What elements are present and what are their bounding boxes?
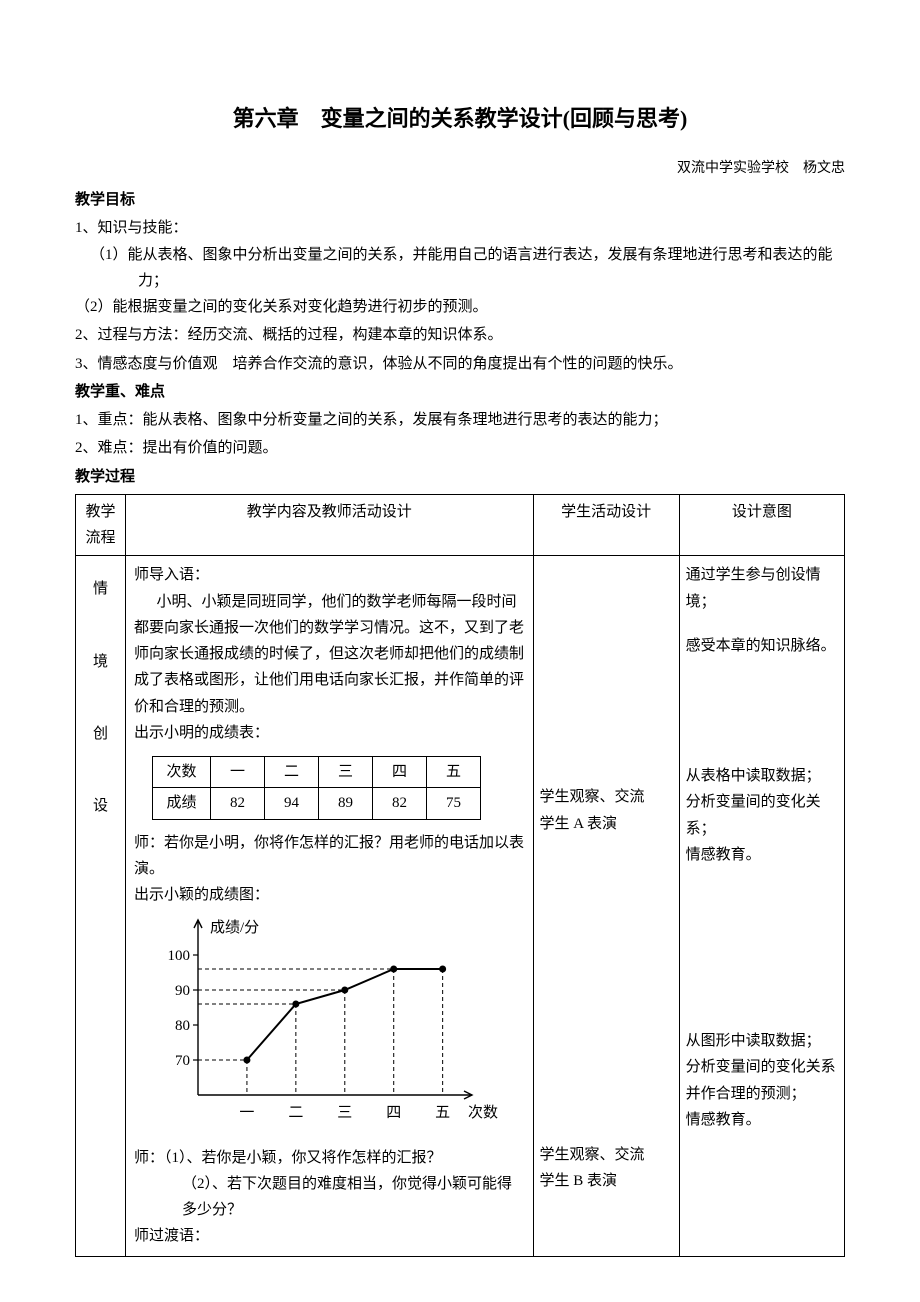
intent-gap: [686, 868, 838, 1028]
stu-line: 学生观察、交流: [540, 1142, 673, 1168]
svg-text:五: 五: [435, 1105, 450, 1121]
teacher-q-ying-1: 师：（1）、若你是小颖，你又将作怎样的汇报？: [134, 1145, 525, 1171]
show-ying-label: 出示小颖的成绩图：: [134, 882, 525, 908]
intent-line: 分析变量间的变化关系；: [686, 789, 838, 842]
teacher-q-ming: 师：若你是小明，你将作怎样的汇报？用老师的电话加以表演。: [134, 830, 525, 883]
score-cell: 82: [372, 788, 426, 819]
kp-line: 1、重点：能从表格、图象中分析变量之间的关系，发展有条理地进行思考的表达的能力；: [75, 407, 845, 433]
score-table: 次数 一 二 三 四 五 成绩 82 94 89 82 75: [152, 756, 481, 820]
objectives-heading: 教学目标: [75, 187, 845, 213]
teacher-q-ying-2: （2）、若下次题目的难度相当，你觉得小颖可能得多少分？: [134, 1171, 525, 1224]
flow-char: 设: [80, 793, 121, 819]
intent-line: 分析变量间的变化关系并作合理的预测；: [686, 1054, 838, 1107]
score-cell: 94: [264, 788, 318, 819]
table-header-row: 教学流程 教学内容及教师活动设计 学生活动设计 设计意图: [76, 494, 845, 556]
obj-line: （1）能从表格、图象中分析出变量之间的关系，并能用自己的语言进行表达，发展有条理…: [75, 242, 845, 295]
intent-line: 感受本章的知识脉络。: [686, 633, 838, 659]
intent-line: 情感教育。: [686, 1107, 838, 1133]
intent-gap: [686, 615, 838, 633]
score-cell: 四: [372, 757, 426, 788]
score-chart: 70 80 90 100 成绩/分一 二 三 四 五 次数: [140, 914, 525, 1138]
svg-text:70: 70: [175, 1053, 190, 1069]
score-cell: 成绩: [152, 788, 210, 819]
th-intent: 设计意图: [679, 494, 844, 556]
flow-char: 境: [80, 649, 121, 675]
table-row: 情 境 创 设 师导入语： 小明、小颖是同班同学，他们的数学老师每隔一段时间都要…: [76, 556, 845, 1256]
score-cell: 一: [210, 757, 264, 788]
intent-line: 通过学生参与创设情境；: [686, 562, 838, 615]
lead-in-label: 师导入语：: [134, 562, 525, 588]
svg-text:80: 80: [175, 1018, 190, 1034]
intent-cell: 通过学生参与创设情境； 感受本章的知识脉络。 从表格中读取数据； 分析变量间的变…: [679, 556, 844, 1256]
obj-line: 1、知识与技能：: [75, 215, 845, 241]
obj-line: （2）能根据变量之间的变化关系对变化趋势进行初步的预测。: [75, 294, 845, 320]
th-design: 教学内容及教师活动设计: [125, 494, 533, 556]
transition: 师过渡语：: [134, 1223, 525, 1249]
score-cell: 82: [210, 788, 264, 819]
th-flow: 教学流程: [76, 494, 126, 556]
process-table: 教学流程 教学内容及教师活动设计 学生活动设计 设计意图 情 境 创 设 师导入…: [75, 494, 845, 1257]
score-cell: 三: [318, 757, 372, 788]
score-cell: 次数: [152, 757, 210, 788]
flow-char: 创: [80, 721, 121, 747]
svg-text:成绩/分: 成绩/分: [210, 919, 259, 936]
score-cell: 89: [318, 788, 372, 819]
svg-text:100: 100: [167, 948, 190, 964]
score-cell: 75: [426, 788, 480, 819]
keypoints-heading: 教学重、难点: [75, 379, 845, 405]
svg-text:90: 90: [175, 983, 190, 999]
intent-line: 从表格中读取数据；: [686, 763, 838, 789]
flow-char: 情: [80, 576, 121, 602]
svg-text:次数: 次数: [468, 1104, 498, 1121]
lead-in-body: 小明、小颖是同班同学，他们的数学老师每隔一段时间都要向家长通报一次他们的数学学习…: [134, 589, 525, 720]
design-cell: 师导入语： 小明、小颖是同班同学，他们的数学老师每隔一段时间都要向家长通报一次他…: [125, 556, 533, 1256]
intent-line: 从图形中读取数据；: [686, 1028, 838, 1054]
flow-cell: 情 境 创 设: [76, 556, 126, 1256]
student-cell: 学生观察、交流 学生 A 表演 学生观察、交流 学生 B 表演: [533, 556, 679, 1256]
kp-line: 2、难点：提出有价值的问题。: [75, 435, 845, 461]
stu-line: 学生 B 表演: [540, 1168, 673, 1194]
page-title: 第六章 变量之间的关系教学设计(回顾与思考): [75, 100, 845, 139]
obj-line: 3、情感态度与价值观 培养合作交流的意识，体验从不同的角度提出有个性的问题的快乐…: [75, 351, 845, 377]
process-heading: 教学过程: [75, 464, 845, 490]
svg-text:二: 二: [288, 1105, 303, 1121]
stu-line: 学生 A 表演: [540, 811, 673, 837]
stu-line: 学生观察、交流: [540, 784, 673, 810]
svg-text:四: 四: [386, 1105, 401, 1121]
show-ming-label: 出示小明的成绩表：: [134, 720, 525, 746]
intent-gap: [686, 659, 838, 763]
score-row: 成绩 82 94 89 82 75: [152, 788, 480, 819]
svg-text:三: 三: [337, 1105, 352, 1121]
score-cell: 二: [264, 757, 318, 788]
attribution: 双流中学实验学校 杨文忠: [75, 157, 845, 182]
obj-line: 2、过程与方法：经历交流、概括的过程，构建本章的知识体系。: [75, 322, 845, 348]
intent-line: 情感教育。: [686, 842, 838, 868]
th-student: 学生活动设计: [533, 494, 679, 556]
score-row: 次数 一 二 三 四 五: [152, 757, 480, 788]
score-cell: 五: [426, 757, 480, 788]
line-chart-svg: 70 80 90 100 成绩/分一 二 三 四 五 次数: [140, 914, 500, 1129]
svg-text:一: 一: [239, 1105, 254, 1121]
